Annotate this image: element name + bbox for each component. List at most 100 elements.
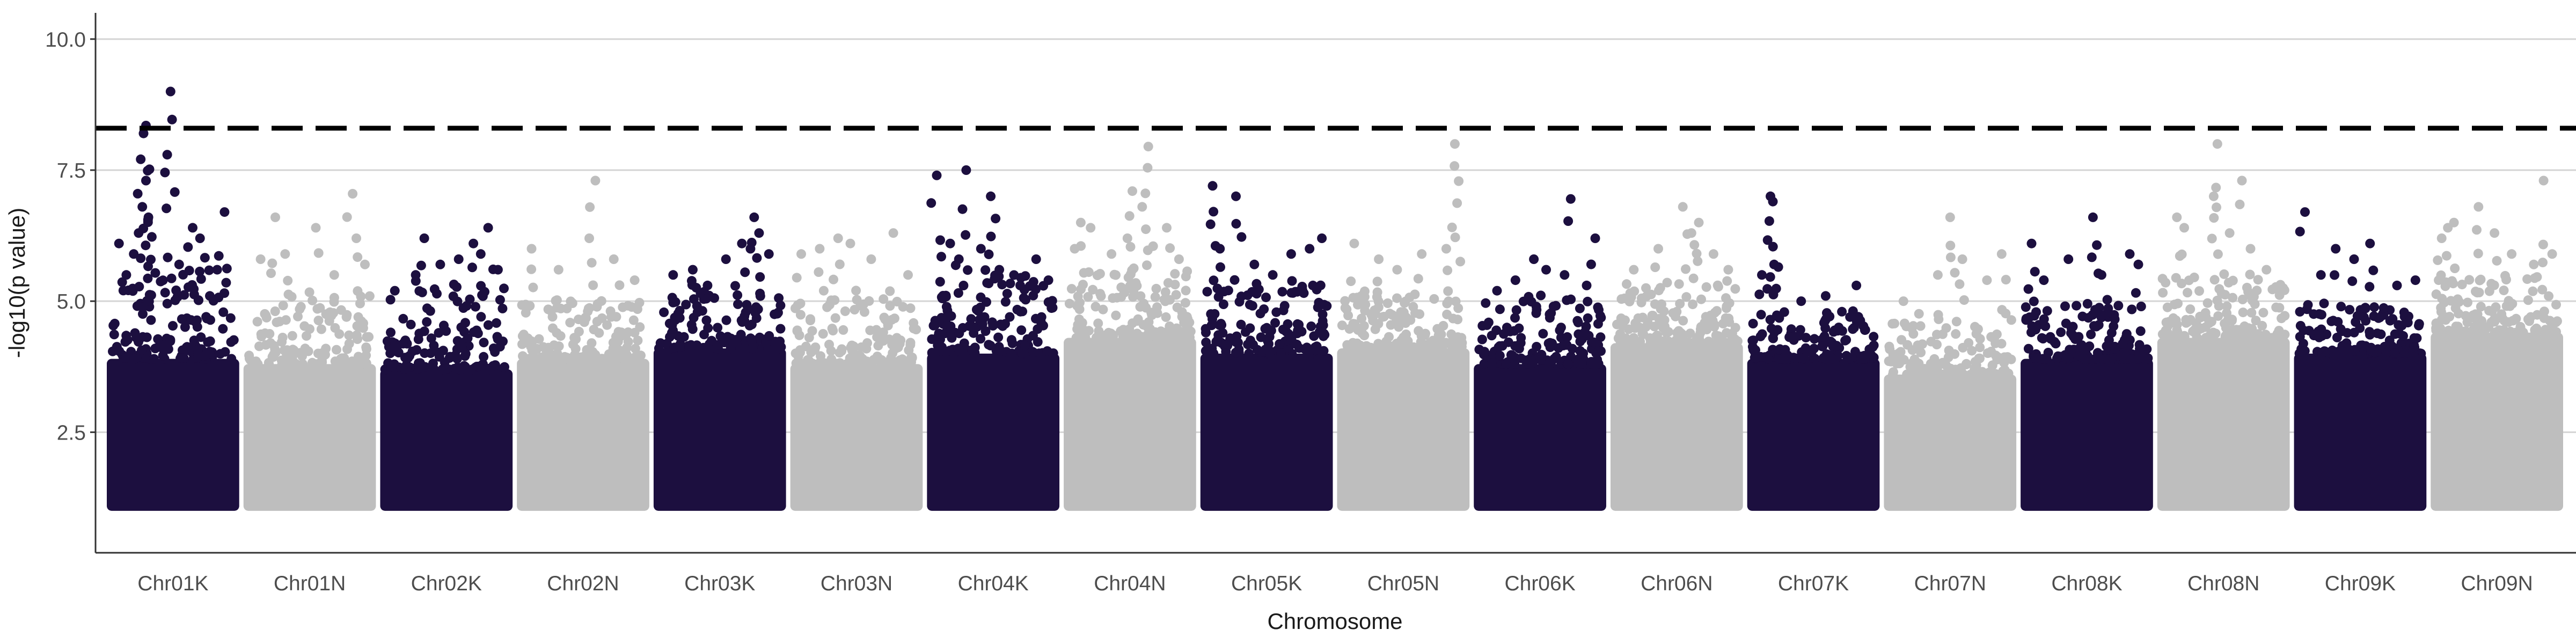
point (2532, 272, 2542, 282)
point (1448, 313, 1458, 324)
peak-point (1305, 244, 1315, 254)
point (1231, 348, 1241, 357)
point (2303, 300, 2313, 310)
point-bands (107, 332, 2563, 511)
point (1160, 287, 1170, 297)
point (2258, 308, 2268, 318)
point (1646, 289, 1656, 299)
peak-point (2507, 249, 2517, 259)
point (297, 351, 307, 361)
point (1657, 299, 1666, 309)
point (1575, 336, 1585, 347)
band-Chr04N (1064, 338, 1196, 511)
point (927, 348, 937, 358)
peak-point (280, 249, 290, 259)
point (308, 295, 318, 305)
point (1443, 265, 1453, 275)
point (770, 309, 780, 319)
peak-point (2410, 275, 2420, 286)
point (602, 320, 612, 330)
point (1157, 332, 1167, 342)
point (329, 292, 339, 303)
point (1583, 313, 1593, 323)
point (701, 294, 711, 304)
point (160, 288, 170, 298)
point (2220, 332, 2230, 342)
point (584, 303, 595, 313)
point (142, 332, 152, 342)
point (1612, 319, 1622, 330)
peak-point (1957, 254, 1967, 264)
point (261, 312, 272, 323)
point (1566, 294, 1576, 304)
point (344, 330, 354, 340)
peak-point (737, 238, 747, 248)
point (2200, 308, 2211, 318)
point (2072, 301, 2082, 311)
point (692, 307, 702, 317)
point (287, 331, 297, 341)
y-axis-title: -log10(p value) (4, 208, 30, 358)
point (1212, 283, 1223, 294)
point (2416, 348, 2426, 358)
point (1443, 286, 1453, 296)
peak-point (668, 270, 678, 280)
point (2231, 325, 2242, 335)
point (193, 351, 203, 361)
point (305, 324, 314, 334)
peak-point (584, 233, 594, 243)
point (467, 262, 477, 273)
peak-point (1820, 291, 1831, 301)
x-tick-label: Chr01K (137, 572, 208, 595)
peak-point (2538, 175, 2549, 186)
band-Chr07K (1747, 358, 1880, 511)
point (1359, 331, 1370, 341)
point (1406, 342, 1416, 353)
point (1064, 298, 1074, 309)
point (1701, 282, 1711, 292)
point (1586, 357, 1597, 367)
point (1674, 279, 1684, 289)
point (2414, 320, 2424, 331)
point (270, 306, 280, 316)
point (2330, 270, 2339, 280)
point (1019, 293, 1029, 303)
point (1798, 353, 1808, 363)
peak-point (475, 249, 486, 259)
point (1306, 321, 1316, 331)
peak-point (1174, 254, 1184, 264)
point (2211, 182, 2221, 193)
point (2192, 332, 2202, 342)
point (1899, 318, 1909, 328)
point (1629, 286, 1640, 296)
point (1615, 338, 1626, 348)
point (1152, 308, 1162, 318)
point (1319, 346, 1329, 356)
point (830, 313, 840, 323)
point (196, 274, 206, 284)
point (2454, 309, 2464, 319)
point (1555, 325, 1565, 335)
point (2375, 312, 2385, 323)
point (2242, 282, 2252, 292)
point (158, 350, 168, 361)
point (479, 338, 489, 348)
peak-point (1898, 296, 1908, 306)
point (1315, 280, 1326, 290)
point (386, 362, 397, 372)
point (118, 286, 128, 296)
peak-point (815, 244, 825, 254)
point (136, 154, 146, 164)
point (575, 352, 586, 362)
point (165, 335, 175, 345)
point (1827, 354, 1837, 364)
point (1266, 326, 1276, 335)
point (184, 282, 193, 292)
point (1151, 283, 1161, 294)
point (1951, 329, 1961, 339)
point (1438, 321, 1448, 331)
point (2304, 326, 2314, 336)
peak-point (1317, 233, 1327, 243)
peak-point (141, 175, 151, 186)
